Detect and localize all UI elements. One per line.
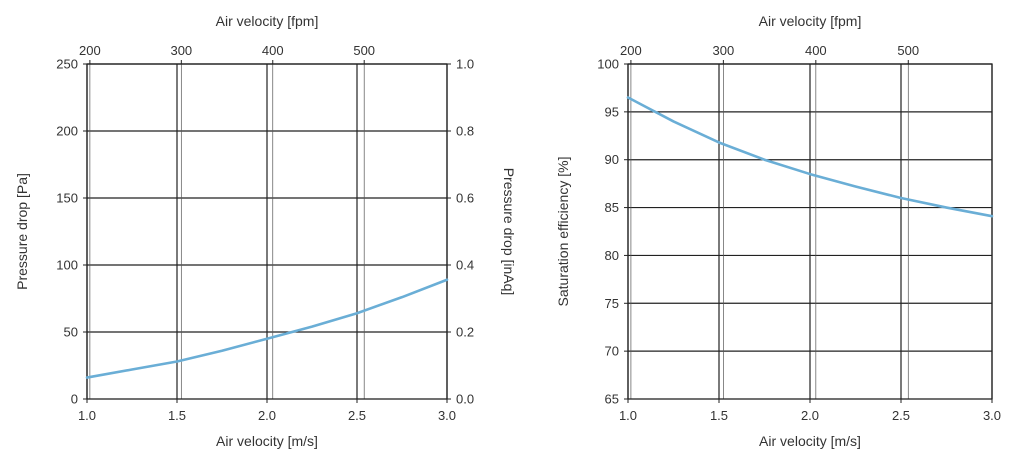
pressure-y2-tick-label: 0.0	[456, 392, 474, 407]
pressure-x-tick-label: 1.5	[168, 408, 186, 423]
efficiency-y-tick-label: 80	[605, 248, 619, 263]
pressure-y2-tick-label: 0.2	[456, 325, 474, 340]
efficiency-x-tick-label: 1.0	[619, 408, 637, 423]
pressure-x-tick-label: 2.5	[348, 408, 366, 423]
pressure-y2-tick-label: 1.0	[456, 57, 474, 72]
efficiency-y-tick-label: 70	[605, 344, 619, 359]
pressure-y2-tick-label: 0.4	[456, 258, 474, 273]
pressure-x2-tick-label: 500	[353, 43, 375, 58]
efficiency-y-tick-label: 95	[605, 104, 619, 119]
pressure-y-tick-label: 250	[56, 57, 78, 72]
efficiency-y-axis-title: Saturation efficiency [%]	[555, 157, 571, 307]
efficiency-y-tick-label: 85	[605, 200, 619, 215]
efficiency-x2-tick-label: 200	[620, 43, 642, 58]
pressure-x2-tick-label: 400	[262, 43, 284, 58]
efficiency-x-tick-label: 2.0	[801, 408, 819, 423]
efficiency-x2-tick-label: 400	[805, 43, 827, 58]
pressure-y-tick-label: 50	[64, 325, 78, 340]
pressure-series-line	[85, 278, 449, 379]
pressure-x-tick-label: 1.0	[78, 408, 96, 423]
pressure-y2-axis-title: Pressure drop [inAq]	[501, 168, 517, 296]
efficiency-series-line	[626, 96, 994, 218]
pressure-y-tick-label: 0	[71, 392, 78, 407]
pressure-x-tick-label: 3.0	[438, 408, 456, 423]
pressure-x2-axis-title: Air velocity [fpm]	[216, 13, 319, 29]
pressure-y2-tick-label: 0.6	[456, 191, 474, 206]
efficiency-x2-tick-label: 500	[897, 43, 919, 58]
efficiency-x2-tick-label: 300	[713, 43, 735, 58]
pressure-x2-tick-label: 300	[170, 43, 192, 58]
efficiency-y-tick-label: 75	[605, 296, 619, 311]
pressure-x2-tick-label: 200	[79, 43, 101, 58]
efficiency-y-tick-label: 90	[605, 152, 619, 167]
pressure-y-axis-title: Pressure drop [Pa]	[14, 173, 30, 290]
efficiency-x-axis-title: Air velocity [m/s]	[759, 433, 861, 449]
efficiency-y-tick-label: 100	[597, 57, 619, 72]
pressure-y-tick-label: 150	[56, 191, 78, 206]
pressure-y-tick-label: 100	[56, 258, 78, 273]
pressure-x-tick-label: 2.0	[258, 408, 276, 423]
efficiency-x-tick-label: 2.5	[892, 408, 910, 423]
pressure-x-axis-title: Air velocity [m/s]	[216, 433, 318, 449]
efficiency-x2-axis-title: Air velocity [fpm]	[759, 13, 862, 29]
pressure-y2-tick-label: 0.8	[456, 124, 474, 139]
pressure-y-tick-label: 200	[56, 124, 78, 139]
efficiency-x-tick-label: 1.5	[710, 408, 728, 423]
efficiency-x-tick-label: 3.0	[983, 408, 1001, 423]
efficiency-y-tick-label: 65	[605, 392, 619, 407]
